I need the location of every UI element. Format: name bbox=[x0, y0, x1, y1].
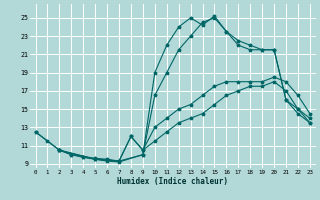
X-axis label: Humidex (Indice chaleur): Humidex (Indice chaleur) bbox=[117, 177, 228, 186]
